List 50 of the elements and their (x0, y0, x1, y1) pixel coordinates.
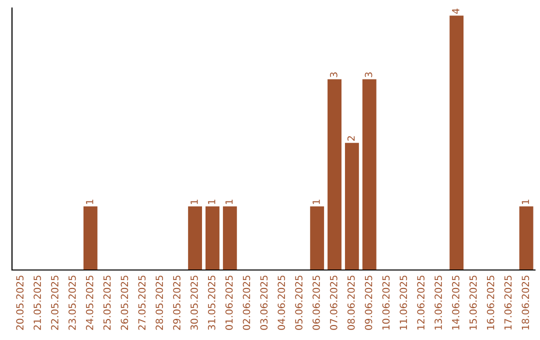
x-tick-label: 12.06.2025 (417, 276, 425, 330)
x-tick-label: 22.05.2025 (51, 276, 58, 330)
bar (519, 206, 534, 270)
x-tick-label: 10.06.2025 (382, 276, 390, 330)
x-tick-label: 23.05.2025 (68, 276, 76, 330)
x-tick-label: 26.05.2025 (120, 276, 128, 330)
x-tick-label: 21.05.2025 (34, 276, 41, 330)
x-tick-label: 03.06.2025 (260, 276, 268, 330)
x-tick-label: 09.06.2025 (364, 276, 372, 330)
bar (344, 142, 359, 270)
x-tick-label: 28.05.2025 (156, 276, 164, 330)
data-label: 3 (330, 72, 338, 78)
x-tick-label: 27.05.2025 (138, 276, 146, 330)
data-label: 1 (522, 200, 529, 204)
x-tick-label: 13.06.2025 (434, 276, 442, 330)
data-label: 3 (364, 72, 372, 78)
bar (206, 206, 220, 270)
x-tick-label: 15.06.2025 (469, 276, 477, 330)
bar (310, 206, 324, 270)
bar (328, 79, 342, 270)
x-tick-label: 04.06.2025 (278, 276, 286, 330)
x-tick-label: 08.06.2025 (347, 276, 355, 330)
x-tick-label: 01.06.2025 (225, 276, 233, 330)
x-tick-label: 11.06.2025 (400, 276, 408, 330)
data-label: 1 (208, 200, 216, 204)
data-label: 1 (312, 200, 320, 204)
x-tick-label: 29.05.2025 (173, 276, 180, 330)
x-tick-label: 20.05.2025 (16, 276, 24, 330)
x-tick-label: 24.05.2025 (86, 276, 94, 330)
x-tick-label: 16.06.2025 (486, 276, 494, 330)
bar (362, 79, 376, 270)
x-tick-label: 06.06.2025 (312, 276, 320, 330)
x-tick-label: 17.06.2025 (504, 276, 512, 330)
x-tick-label: 07.06.2025 (330, 276, 338, 330)
x-tick-label: 05.06.2025 (295, 276, 302, 330)
data-label: 1 (86, 200, 94, 204)
bar (222, 206, 237, 270)
x-tick-label: 31.05.2025 (208, 276, 216, 330)
bar (83, 206, 98, 270)
x-tick-label: 02.06.2025 (242, 276, 250, 330)
data-label: 4 (452, 8, 460, 14)
x-tick-label: 18.06.2025 (522, 276, 530, 330)
x-tick-label: 14.06.2025 (452, 276, 460, 330)
x-tick-label: 25.05.2025 (103, 276, 111, 330)
data-label: 1 (226, 200, 233, 204)
data-label: 2 (347, 136, 355, 141)
data-label: 1 (190, 200, 198, 204)
bar (188, 206, 202, 270)
bar (450, 16, 464, 270)
x-tick-label: 30.05.2025 (190, 276, 198, 330)
